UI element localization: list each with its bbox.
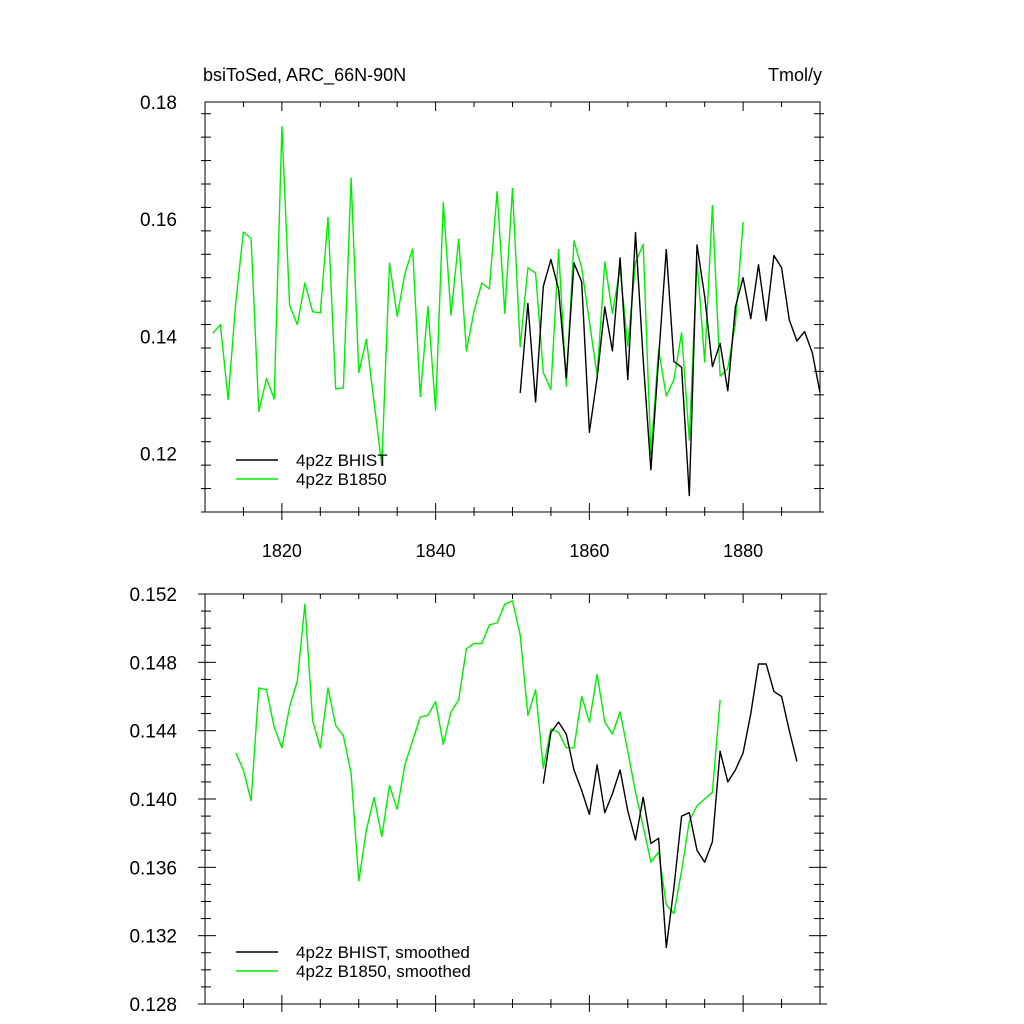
y-tick-label: 0.152 [129,585,177,606]
chart-units: Tmol/y [768,65,822,85]
y-tick-label: 0.136 [129,858,177,879]
y-tick-label: 0.144 [129,722,177,743]
legend-label: 4p2z B1850, smoothed [296,962,471,981]
series-line-4p2z-b1850-smoothed [235,600,721,915]
x-tick-label: 1840 [416,541,456,561]
y-tick-label: 0.16 [140,210,177,231]
x-tick-label: 1820 [262,541,302,561]
legend-label: 4p2z BHIST, smoothed [296,943,470,962]
series-line-4p2z-bhist [519,231,821,497]
y-tick-label: 0.128 [129,995,177,1016]
y-tick-label: 0.14 [140,327,177,348]
legend-label: 4p2z B1850 [296,470,387,489]
series-line-4p2z-b1850 [212,125,744,466]
y-tick-label: 0.140 [129,790,177,811]
y-tick-label: 0.18 [140,93,177,114]
y-tick-label: 0.132 [129,927,177,948]
series-line-4p2z-bhist-smoothed [542,663,798,949]
y-tick-label: 0.12 [140,444,177,465]
legend-label: 4p2z BHIST [296,451,388,470]
top-panel: 1820 1840 1860 1880 0.12 0.14 0.16 0.18 4p2z BHI… [140,93,824,561]
y-tick-label: 0.148 [129,653,177,674]
x-tick-label: 1860 [569,541,609,561]
x-tick-label: 1880 [723,541,763,561]
chart-title: bsiToSed, ARC_66N-90N [203,65,406,86]
bottom-panel: 0.128 0.132 0.136 0.140 0.144 0.148 0.152 4p2z … [129,585,827,1016]
